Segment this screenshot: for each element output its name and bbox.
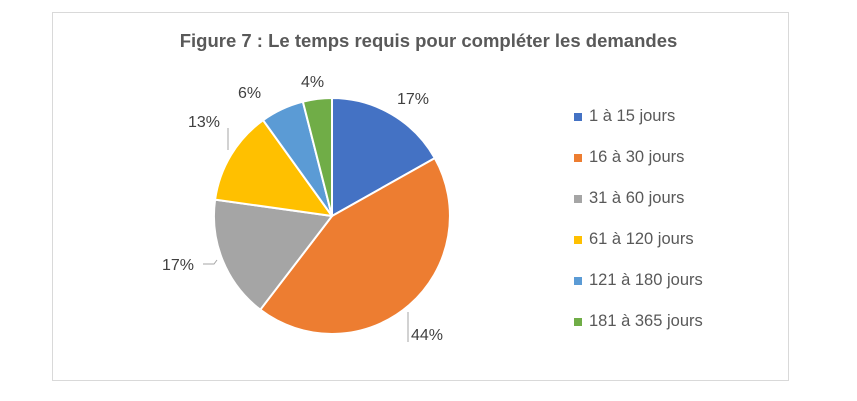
chart-title: Figure 7 : Le temps requis pour compléte… (179, 30, 678, 51)
legend-label: 181 à 365 jours (589, 312, 703, 330)
legend-item: 16 à 30 jours (574, 137, 703, 178)
legend-item: 61 à 120 jours (574, 219, 703, 260)
slice-61-120-days (214, 119, 333, 217)
leader-line-17-gray (203, 259, 218, 265)
legend-item: 121 à 180 jours (574, 260, 703, 301)
slice-16-30-days (259, 157, 451, 335)
slice-181-365-days (301, 97, 333, 217)
legend-swatch-icon (574, 235, 582, 244)
legend-label: 61 à 120 jours (589, 230, 694, 248)
legend-swatch-icon (574, 153, 582, 162)
legend-swatch-icon (574, 112, 582, 121)
legend-item: 1 à 15 jours (574, 96, 703, 137)
legend-label: 1 à 15 jours (589, 107, 676, 125)
legend-item: 181 à 365 jours (574, 301, 703, 342)
legend-label: 16 à 30 jours (589, 148, 685, 166)
data-label-1-15: 17% (397, 91, 429, 108)
data-label-181-365: 4% (301, 74, 324, 91)
legend-swatch-icon (574, 194, 582, 203)
data-label-61-120: 13% (188, 114, 220, 131)
data-label-121-180: 6% (238, 85, 261, 102)
legend-label: 31 à 60 jours (589, 189, 685, 207)
legend-label: 121 à 180 jours (589, 271, 703, 289)
legend-swatch-icon (574, 276, 582, 285)
slice-31-60-days (212, 198, 333, 311)
slice-1-15-days (331, 97, 436, 217)
data-label-31-60: 17% (162, 257, 194, 274)
data-label-16-30: 44% (411, 327, 443, 344)
legend-item: 31 à 60 jours (574, 178, 703, 219)
legend-swatch-icon (574, 317, 582, 326)
chart-legend: 1 à 15 jours 16 à 30 jours 31 à 60 jours… (574, 96, 703, 342)
